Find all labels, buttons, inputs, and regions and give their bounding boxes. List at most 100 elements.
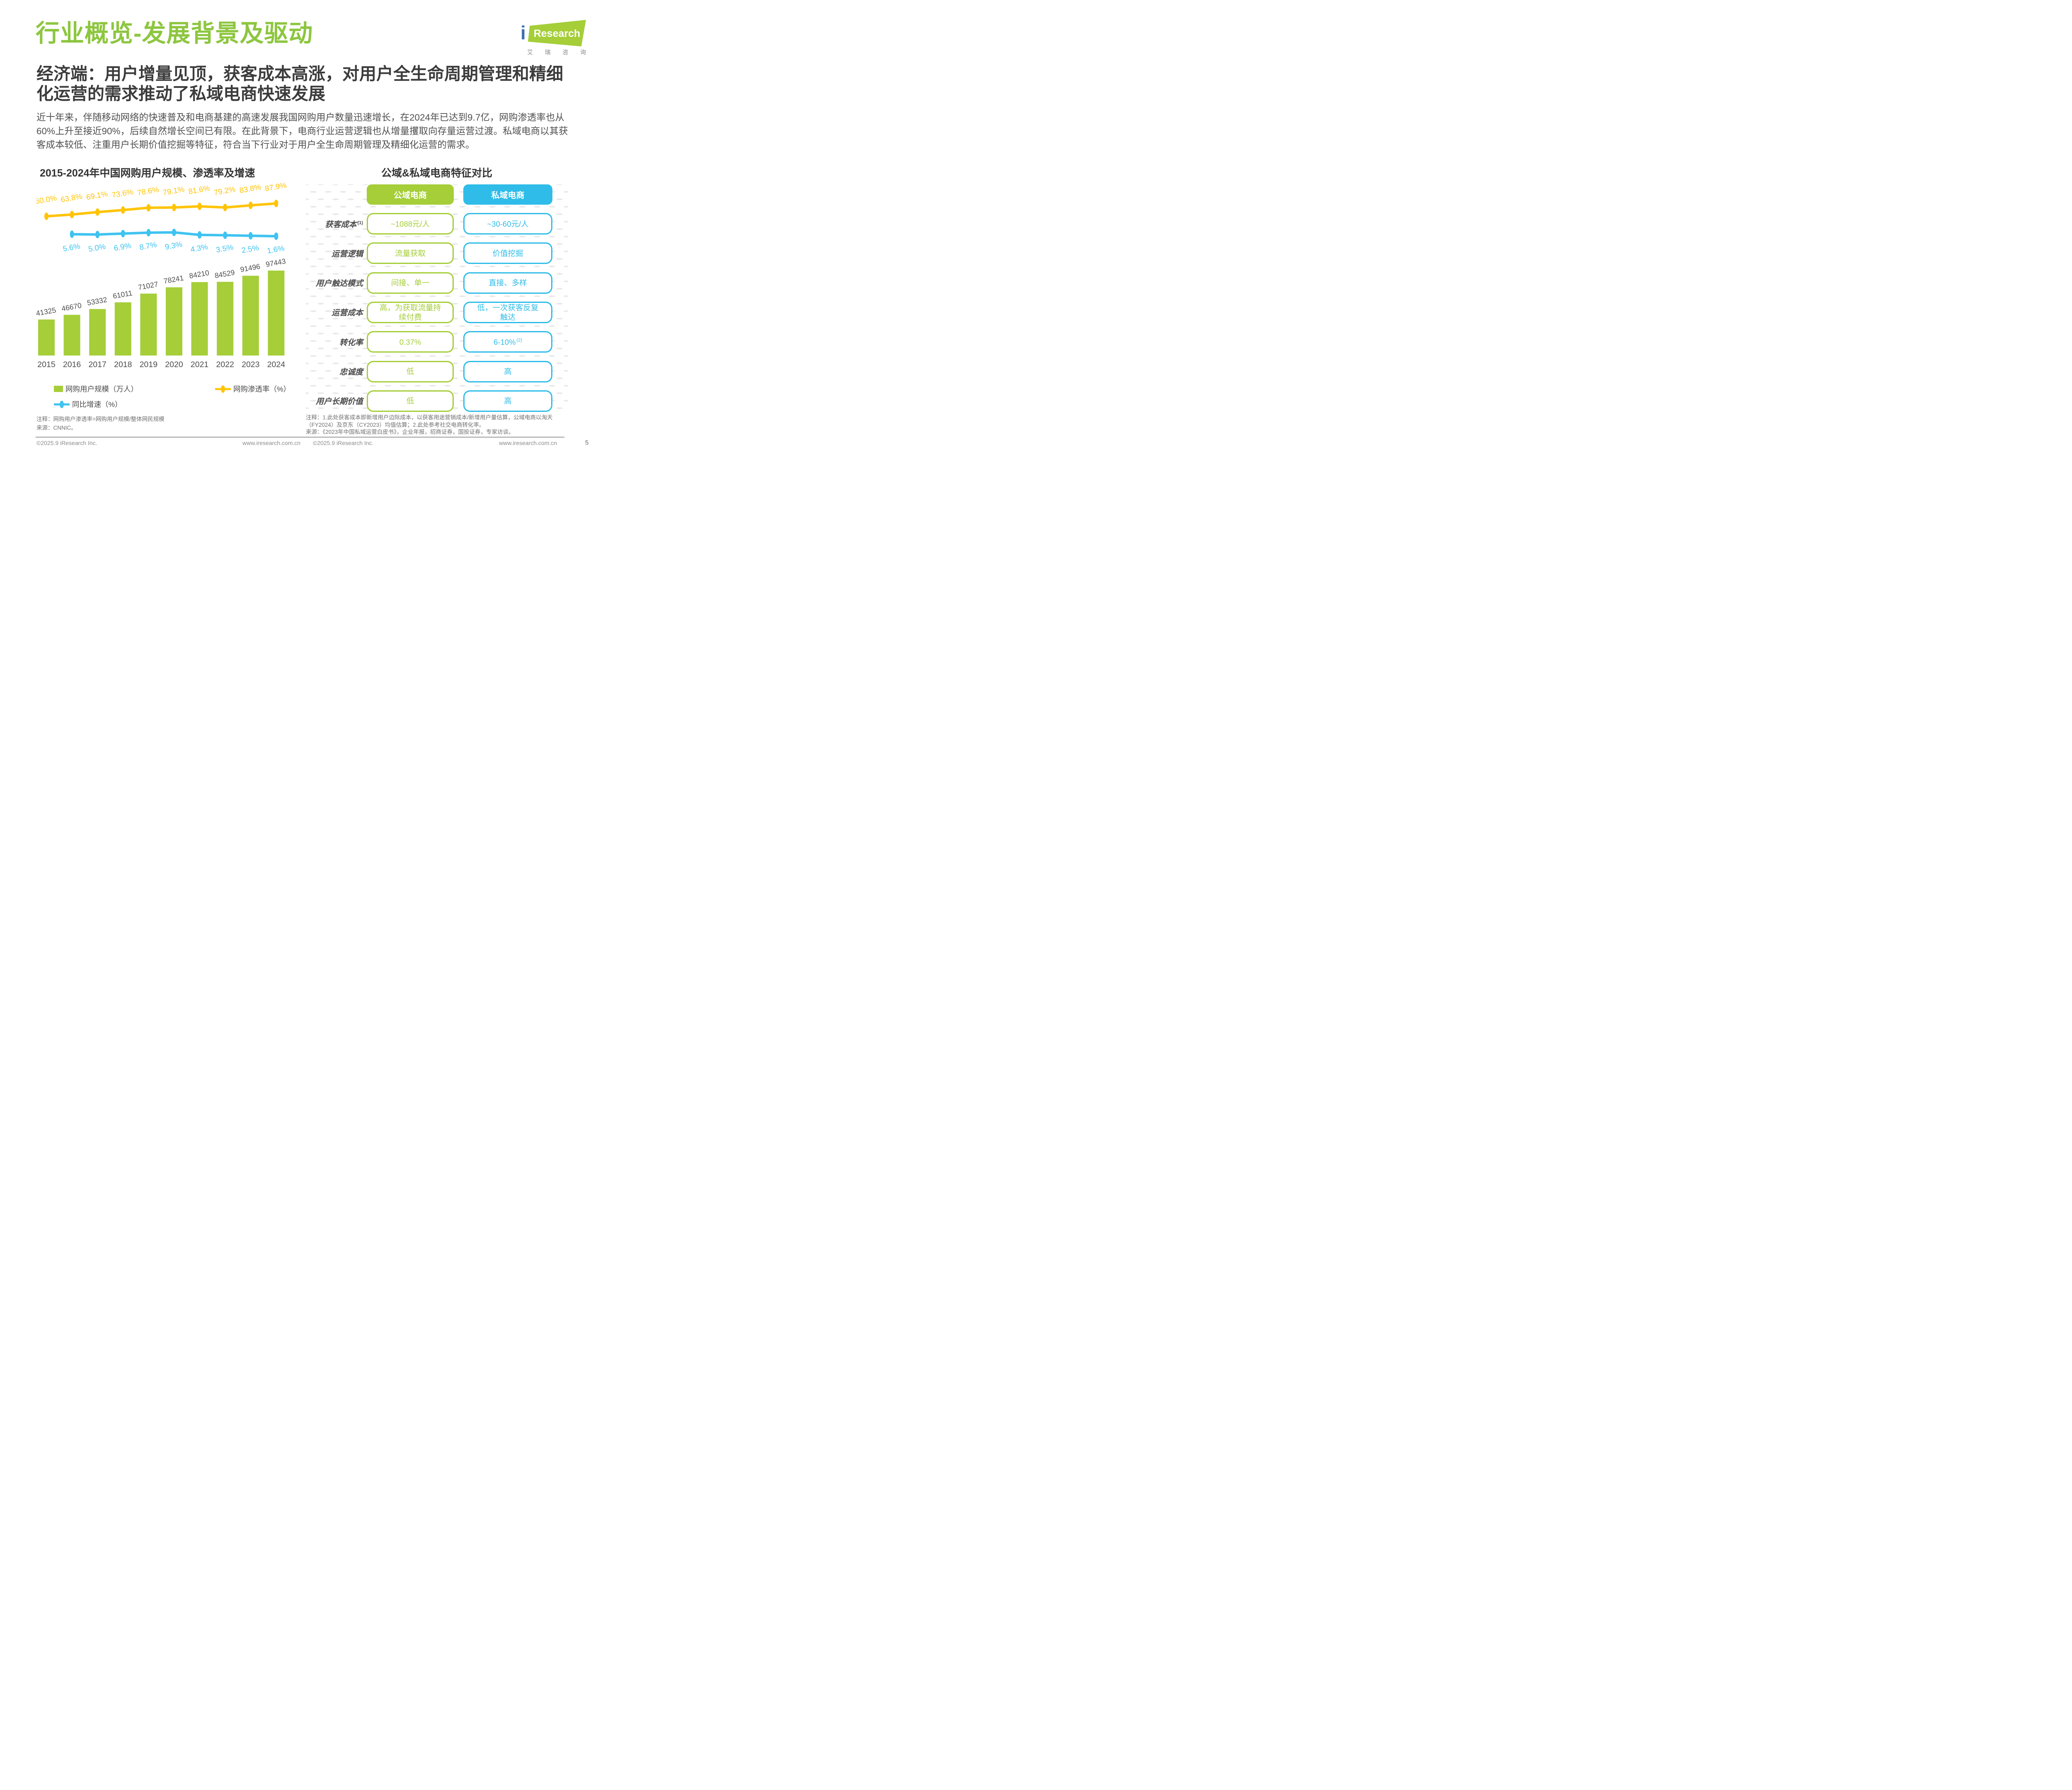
penetration-value-label: 87.9%: [264, 181, 287, 193]
bar-value-label: 78241: [163, 273, 184, 285]
public-cell: 0.37%: [367, 331, 454, 353]
row-label: 用户触达模式: [315, 279, 363, 288]
chart-legend-row-2: 同比增速（%）: [54, 399, 122, 409]
bar: [191, 282, 208, 356]
section-headline: 经济端：用户增量见顶，获客成本高涨，对用户全生命周期管理和精细化运营的需求推动了…: [36, 64, 563, 103]
footer-copyright-right: ©2025.9 iResearch Inc.: [313, 440, 374, 446]
legend-label: 网购渗透率（%）: [233, 385, 291, 393]
growth-value-label: 3.5%: [215, 242, 234, 254]
penetration-value-label: 83.8%: [239, 182, 261, 195]
bar: [268, 271, 285, 356]
row-label: 运营成本: [331, 309, 363, 318]
report-page: 行业概览-发展背景及驱动 i Research 艾瑞咨询 经济端：用户增量见顶，…: [0, 0, 597, 448]
bar-value-label: 46670: [61, 301, 82, 313]
bar-value-label: 84529: [214, 268, 235, 280]
public-cell: ~1088元/人: [367, 213, 454, 235]
bar: [114, 302, 131, 356]
growth-value-label: 5.0%: [87, 242, 106, 254]
logo-research-text: Research: [533, 27, 581, 39]
private-cell: ~30-60元/人: [463, 213, 552, 235]
logo-i-letter: i: [520, 22, 526, 44]
growth-point: [274, 232, 278, 240]
bar-value-label: 53332: [86, 295, 107, 307]
penetration-point: [197, 203, 202, 210]
growth-point: [197, 231, 202, 239]
penetration-point: [70, 210, 74, 218]
footer-site-right: www.iresearch.com.cn: [499, 440, 557, 446]
x-axis-year-label: 2019: [140, 360, 157, 369]
growth-point: [248, 232, 253, 239]
page-title: 行业概览-发展背景及驱动: [36, 20, 313, 47]
bar: [38, 319, 55, 356]
growth-value-label: 9.3%: [164, 239, 183, 251]
row-label: 转化率: [339, 338, 363, 347]
penetration-point: [44, 213, 48, 220]
public-cell: 低: [367, 390, 454, 412]
private-cell: 直接、多样: [463, 272, 552, 294]
penetration-value-label: 73.6%: [111, 187, 134, 200]
penetration-value-label: 63.8%: [60, 191, 83, 204]
penetration-point: [146, 204, 151, 212]
row-label: 忠诚度: [339, 368, 363, 377]
growth-value-label: 5.6%: [62, 242, 81, 253]
bar-value-label: 61011: [112, 289, 133, 300]
growth-point: [172, 228, 176, 236]
x-axis-year-label: 2020: [165, 360, 183, 369]
legend-item-users: 网购用户规模（万人）: [54, 384, 138, 394]
x-axis-year-label: 2021: [191, 360, 208, 369]
penetration-point: [274, 200, 278, 208]
private-cell: 高: [463, 360, 552, 382]
public-cell: 低: [367, 360, 454, 382]
x-axis-year-label: 2016: [63, 360, 81, 369]
penetration-point: [121, 206, 125, 214]
penetration-value-label: 79.1%: [162, 185, 185, 197]
page-number: 5: [585, 439, 589, 446]
row-label: 获客成本 (1): [325, 220, 363, 229]
growth-point: [121, 230, 125, 237]
penetration-point: [95, 208, 100, 216]
growth-value-label: 1.6%: [266, 244, 285, 255]
chart-svg: 41325 46670 53332 61011 71027 78241 84210 84529…: [36, 181, 287, 369]
bar-value-label: 41325: [36, 306, 57, 317]
growth-point: [95, 231, 100, 238]
bar: [242, 276, 259, 356]
iresearch-logo: i Research 艾瑞咨询: [519, 18, 586, 56]
note-line: 来源：《2023年中国私域运营白皮书》，企业年报，招商证券，国投证券，专家访谈。: [306, 429, 514, 435]
x-axis-year-label: 2022: [216, 360, 234, 369]
public-cell: 间接、单一: [367, 272, 454, 294]
note-line: 注释：网购用户渗透率=网购用户规模/整体网民规模: [36, 416, 165, 422]
penetration-value-label: 79.2%: [213, 184, 236, 197]
table-notes: 注释：1.此处获客成本即新增用户边际成本，以获客用途营销成本/新增用户量估算，公…: [306, 414, 569, 436]
private-cell: 价值挖掘: [463, 242, 552, 264]
line-dot-swatch-icon: [54, 400, 70, 408]
private-cell: 高: [463, 390, 552, 412]
public-cell: 流量获取: [367, 242, 454, 264]
line-dot-swatch-icon: [215, 385, 231, 393]
bar-value-label: 97443: [265, 257, 286, 268]
penetration-value-label: 81.6%: [188, 184, 211, 196]
comparison-table-title: 公域&私域电商特征对比: [381, 167, 493, 179]
legend-label: 同比增速（%）: [72, 400, 122, 409]
row-label: 用户长期价值: [315, 397, 363, 406]
bar-value-label: 71027: [138, 280, 159, 292]
penetration-point: [172, 203, 176, 211]
footer-copyright-left: ©2025.9 iResearch Inc.: [36, 440, 97, 446]
penetration-point: [223, 203, 228, 211]
growth-value-label: 8.7%: [139, 240, 157, 252]
x-axis-year-label: 2024: [267, 360, 286, 369]
penetration-value-label: 78.6%: [137, 185, 160, 197]
bar: [217, 282, 234, 356]
public-cell: 高，为获取流量持续付费: [367, 301, 454, 323]
bar-value-label: 91496: [240, 262, 261, 274]
penetration-value-label: 69.1%: [85, 189, 108, 202]
growth-point: [223, 231, 228, 239]
growth-value-label: 6.9%: [113, 241, 132, 252]
row-label: 运营逻辑: [331, 249, 363, 259]
footer-divider: [36, 437, 564, 438]
footer-site-left: www.iresearch.com.cn: [242, 440, 301, 446]
logo-green-flag: Research: [528, 20, 586, 46]
bar: [166, 287, 182, 356]
bar-value-label: 84210: [189, 268, 210, 280]
note-line: 注释：1.此处获客成本即新增用户边际成本，以获客用途营销成本/新增用户量估算，公…: [306, 414, 553, 428]
note-line: 来源：CNNIC。: [36, 424, 77, 431]
